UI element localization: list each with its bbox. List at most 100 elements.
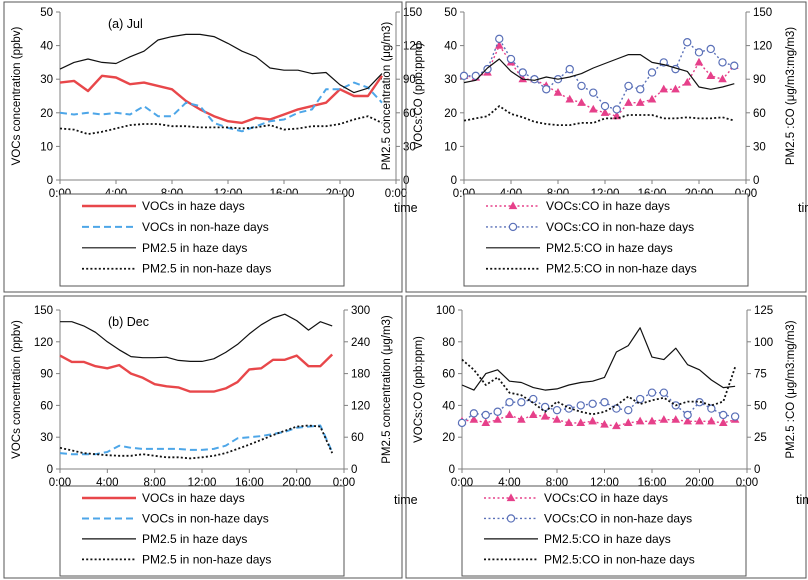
y-tick-label-left: 100: [436, 305, 455, 317]
y-tick-label-right: 150: [403, 7, 422, 19]
data-point-1: [647, 68, 657, 77]
data-point-0: [694, 57, 704, 66]
series-line-2: [461, 327, 736, 391]
data-point-1: [517, 398, 526, 407]
y-tick-label-left: 60: [442, 369, 455, 381]
data-point-1: [730, 61, 739, 70]
y-tick-label-left: 50: [40, 7, 53, 19]
data-point-0: [635, 416, 645, 425]
y-tick-label-right: 150: [753, 7, 772, 19]
data-point-0: [600, 108, 610, 116]
series-line-1: [59, 424, 334, 456]
panel-border: [405, 295, 807, 579]
data-point-1: [459, 71, 469, 81]
legend-label: VOCs in haze days: [142, 491, 245, 505]
data-point-0: [683, 416, 692, 425]
data-point-1: [624, 81, 633, 91]
data-point-1: [647, 388, 657, 397]
panel-label: (b) Dec: [108, 315, 149, 329]
legend-label: VOCs:CO in haze days: [546, 199, 670, 213]
data-point-1: [612, 105, 621, 114]
y-tick-label-right: 180: [351, 369, 370, 381]
data-point-0: [671, 415, 681, 423]
legend-label: VOCs in non-haze days: [142, 220, 269, 234]
data-point-1: [589, 88, 598, 97]
legend-marker: [508, 222, 518, 232]
data-point-0: [659, 415, 669, 423]
y-tick-label-right: 120: [351, 400, 370, 412]
y-tick-label-right: 60: [351, 432, 364, 444]
series-line-2: [60, 313, 333, 362]
y-axis-title-right: PM2.5 :CO (μg/m3:mg/m3): [785, 27, 797, 165]
legend-marker: [506, 493, 516, 502]
x-axis-title: time: [796, 493, 808, 507]
y-tick-label-left: 20: [444, 108, 457, 120]
y-tick-label-left: 10: [444, 141, 457, 153]
data-point-1: [600, 101, 610, 111]
chart-panel-jul-ratio: 0102030405003060901201500:004:008:0012:0…: [405, 1, 808, 293]
y-tick-label-right: 75: [754, 369, 767, 381]
data-point-1: [730, 412, 740, 421]
data-point-0: [553, 88, 563, 96]
y-tick-label-left: 0: [47, 464, 53, 476]
data-point-0: [540, 411, 550, 420]
y-tick-label-right: 125: [754, 305, 773, 317]
y-tick-label-left: 50: [444, 7, 457, 19]
legend-label: PM2.5:CO in haze days: [546, 241, 673, 255]
data-point-0: [577, 98, 586, 106]
y-axis-title-right: PM2.5 concentration (μg/m3): [381, 315, 393, 464]
legend-box: [463, 193, 749, 287]
y-tick-label-right: 300: [351, 305, 370, 317]
y-tick-label-right: 120: [403, 41, 422, 53]
data-point-0: [659, 84, 669, 93]
data-point-0: [564, 418, 574, 426]
data-point-1: [540, 402, 550, 412]
data-point-0: [624, 98, 633, 106]
y-tick-label-right: 0: [351, 464, 357, 476]
panel-border: [3, 1, 403, 293]
y-tick-label-right: 0: [753, 175, 759, 187]
data-point-0: [469, 415, 479, 423]
y-tick-label-left: 40: [444, 41, 457, 53]
y-tick-label-left: 150: [34, 305, 53, 317]
data-point-1: [683, 38, 692, 47]
y-tick-label-right: 120: [753, 41, 772, 53]
chart-panel-jul-vocs: 0102030405003060901201500:004:008:0012:0…: [3, 1, 422, 293]
data-point-0: [635, 98, 645, 106]
data-point-0: [612, 421, 621, 430]
series-line-0: [463, 44, 735, 117]
legend-label: PM2.5 in haze days: [142, 241, 247, 255]
y-tick-label-right: 60: [753, 108, 766, 120]
data-point-1: [457, 418, 467, 428]
data-point-0: [505, 410, 514, 419]
series-line-3: [463, 105, 735, 126]
data-point-1: [505, 398, 514, 407]
y-tick-label-right: 25: [754, 432, 767, 444]
y-tick-label-right: 90: [753, 74, 766, 86]
series-line-2: [463, 53, 735, 90]
legend-label: VOCs in non-haze days: [142, 511, 269, 525]
y-tick-label-left: 0: [47, 175, 53, 187]
legend-label: PM2.5 in non-haze days: [142, 262, 271, 276]
legend-marker: [508, 201, 518, 210]
data-point-1: [542, 85, 551, 94]
y-tick-label-right: 0: [754, 464, 760, 476]
series-line-1: [59, 81, 383, 133]
data-point-1: [565, 64, 574, 74]
data-point-1: [635, 394, 645, 404]
y-tick-label-right: 100: [754, 337, 773, 349]
data-point-1: [506, 54, 516, 64]
data-point-0: [588, 104, 598, 113]
data-point-0: [481, 418, 491, 426]
series-line-3: [461, 358, 736, 416]
series-line-0: [59, 74, 383, 125]
data-point-0: [718, 74, 727, 83]
y-tick-label-left: 0: [449, 464, 455, 476]
data-point-0: [706, 71, 716, 79]
data-point-1: [481, 410, 490, 420]
legend-label: VOCs in haze days: [142, 199, 245, 213]
data-point-0: [600, 419, 609, 428]
data-point-0: [647, 94, 657, 103]
